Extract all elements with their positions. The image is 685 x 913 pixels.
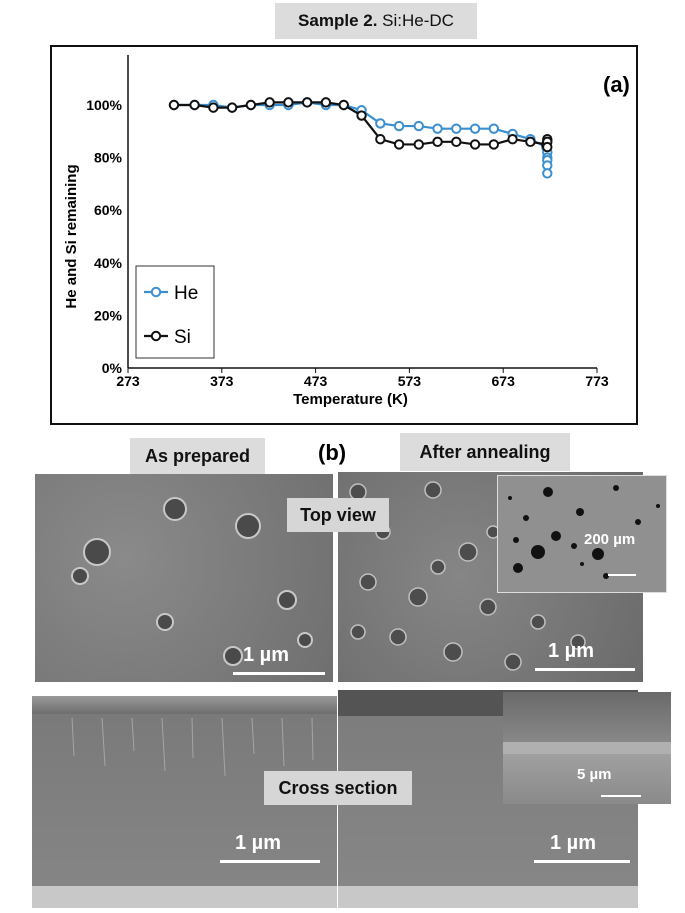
x-tick-label: 473: [304, 373, 328, 389]
data-point-he: [375, 118, 386, 129]
sem-inset-5um: 5 µm: [503, 692, 671, 804]
data-point-si: [168, 99, 180, 111]
scale-label-5um: 5 µm: [577, 766, 612, 783]
data-point-si: [356, 110, 367, 121]
data-point-si: [451, 136, 462, 148]
y-tick-label: 100%: [86, 97, 122, 113]
as-prepared-label: As prepared: [130, 438, 265, 474]
data-point-he: [451, 123, 462, 134]
x-tick-label: 273: [116, 373, 140, 389]
data-point-si: [264, 97, 275, 108]
y-tick-label: 0%: [102, 360, 123, 376]
data-point-he: [542, 168, 553, 179]
data-point-si: [226, 102, 238, 113]
data-point-si: [375, 133, 386, 145]
data-point-he: [413, 120, 424, 132]
y-tick-label: 20%: [94, 307, 123, 323]
data-point-si: [393, 139, 405, 150]
sem-top-after-annealing-texture: [349, 481, 586, 671]
scale-bar-1um: [535, 668, 635, 671]
x-tick-label: 373: [210, 373, 234, 389]
data-point-si: [525, 136, 536, 148]
sem-top-as-prepared: 1 µm: [35, 474, 333, 682]
scale-label-1um: 1 µm: [243, 644, 289, 666]
scale-bar-200um: [608, 574, 636, 576]
after-annealing-label: After annealing: [400, 433, 570, 471]
scale-bar-5um: [601, 795, 641, 797]
data-point-si: [507, 133, 518, 145]
data-point-si: [488, 139, 500, 150]
data-point-si: [542, 141, 553, 153]
x-axis-label: Temperature (K): [293, 391, 408, 408]
data-point-si: [413, 139, 424, 150]
scale-bar-1um: [233, 672, 325, 675]
sem-inset-200um: 200 µm: [497, 475, 667, 593]
data-point-si: [208, 102, 219, 113]
data-point-he: [393, 120, 405, 132]
data-point-he: [469, 123, 481, 134]
scale-label-1um: 1 µm: [550, 832, 596, 854]
legend-label-he: He: [174, 283, 198, 304]
y-tick-label: 60%: [94, 202, 123, 218]
legend-marker-si: [150, 330, 162, 342]
data-point-si: [320, 97, 332, 108]
y-tick-label: 40%: [94, 255, 123, 271]
panel-b-label: (b): [318, 440, 347, 465]
scale-bar-1um: [534, 860, 630, 863]
data-point-he: [432, 123, 443, 134]
sem-inset-200um-holes: [508, 485, 660, 579]
sem-cross-as-prepared-texture: [71, 717, 314, 777]
chart-svg: 0% 20% 40% 60% 80% 100% 273 373 473 573 673 773 Temp…: [63, 55, 630, 408]
figure-title-rest: Si:He-DC: [377, 11, 454, 30]
data-point-si: [432, 136, 443, 148]
data-point-si: [245, 99, 257, 111]
top-view-label: Top view: [287, 498, 389, 532]
data-point-si: [189, 99, 200, 111]
legend-label-si: Si: [174, 327, 191, 348]
chart-panel-a: [50, 45, 638, 425]
scale-bar-1um: [220, 860, 320, 863]
x-tick-label: 573: [398, 373, 422, 389]
figure-title-bold: Sample 2.: [298, 11, 378, 30]
panel-a-label: (a): [603, 72, 630, 97]
scale-label-1um: 1 µm: [548, 640, 594, 662]
x-tick-label: 673: [492, 373, 516, 389]
scale-label-200um: 200 µm: [584, 531, 636, 548]
data-point-si: [283, 97, 294, 108]
data-point-si: [338, 99, 349, 111]
sem-top-as-prepared-texture: [71, 497, 313, 666]
y-axis-label: He and Si remaining: [63, 164, 80, 308]
data-point-si: [469, 139, 481, 150]
legend-box: [135, 265, 215, 359]
data-point-si: [301, 97, 313, 108]
figure-title: Sample 2. Si:He-DC: [275, 3, 477, 39]
scale-label-1um: 1 µm: [235, 832, 281, 854]
cross-section-label: Cross section: [264, 771, 412, 805]
y-tick-label: 80%: [94, 150, 123, 166]
x-tick-label: 773: [585, 373, 609, 389]
legend-marker-he: [150, 286, 162, 298]
data-point-he: [488, 123, 500, 134]
